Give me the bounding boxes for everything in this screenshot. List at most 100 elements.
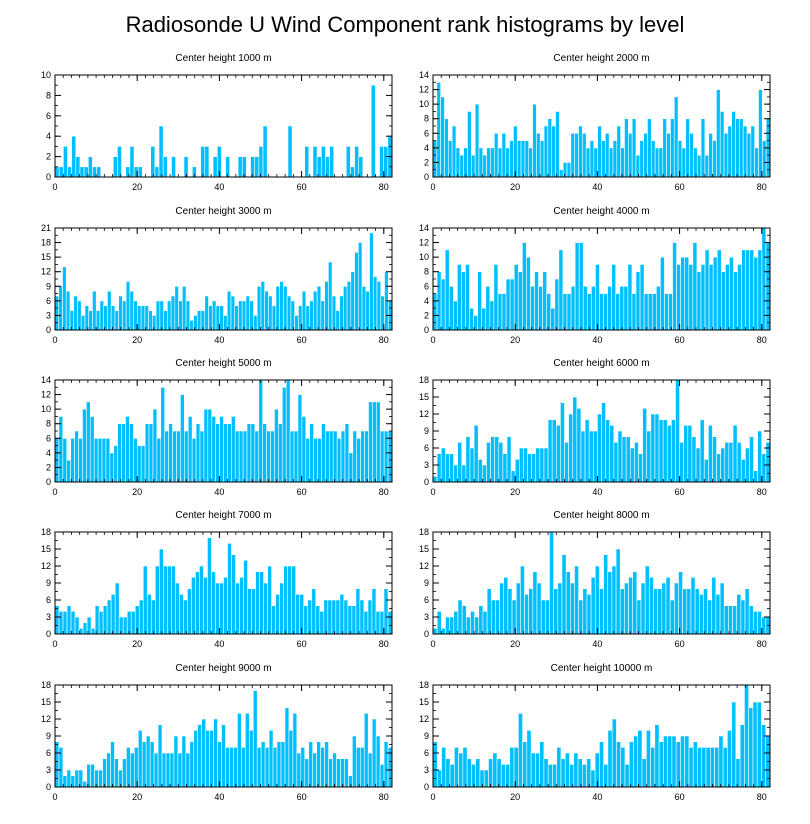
histogram-bar [615, 293, 621, 331]
histogram-bar [498, 442, 504, 483]
histogram-bar [605, 419, 611, 483]
histogram-bar [444, 118, 449, 178]
histogram-bar [229, 747, 234, 788]
histogram-bar [570, 285, 576, 331]
histogram-bar [340, 430, 346, 483]
histogram-bar [432, 628, 438, 635]
histogram-bar [286, 295, 292, 331]
histogram-bar [225, 156, 231, 178]
histogram-bar [757, 430, 763, 483]
x-tick-label: 80 [757, 182, 767, 192]
histogram-bar [574, 132, 579, 178]
histogram-bar [375, 735, 381, 788]
y-tick-label: 4 [46, 448, 51, 458]
histogram-bar [683, 425, 689, 483]
histogram-bar [309, 423, 314, 483]
histogram-bar [258, 146, 264, 178]
histogram-bar [555, 111, 560, 178]
y-tick-label: 10 [41, 404, 51, 414]
histogram-bar [578, 125, 583, 178]
histogram-bar [201, 718, 206, 788]
histogram-bar [82, 781, 88, 788]
histogram-bar [712, 140, 717, 178]
histogram-bar [272, 747, 278, 788]
histogram-bar [505, 147, 510, 178]
x-tick-label: 60 [297, 487, 307, 497]
histogram-bar [513, 264, 519, 331]
histogram-bar [483, 769, 489, 788]
histogram-bar [156, 437, 162, 483]
histogram-bar [106, 599, 112, 635]
histogram-bar [79, 166, 85, 178]
histogram-bar [112, 156, 118, 178]
histogram-bar [650, 413, 656, 483]
histogram-bar [260, 741, 266, 788]
histogram-bar [184, 430, 189, 483]
histogram-bar [500, 764, 506, 788]
x-tick-label: 20 [510, 792, 520, 802]
histogram-bar [267, 565, 272, 635]
histogram-bar [748, 605, 754, 635]
histogram-bar [549, 531, 554, 635]
histogram-bar [539, 741, 545, 788]
panel-10: Center height 10000 m 0 20 40 60 80 0 3 6 9 12 15 18 [419, 663, 771, 802]
histogram-bar [276, 741, 282, 788]
histogram-bar [449, 453, 454, 483]
y-tick-label: 6 [424, 128, 429, 138]
histogram-bar [493, 132, 499, 178]
histogram-bar [449, 764, 455, 788]
histogram-bar [680, 735, 685, 788]
histogram-bar [262, 125, 268, 178]
histogram-bar [129, 290, 134, 331]
histogram-bar [331, 599, 337, 635]
histogram-bar [254, 156, 260, 178]
y-tick-label: 18 [419, 680, 429, 690]
histogram-bar [270, 430, 275, 483]
histogram-bar [336, 758, 341, 788]
y-tick-label: 10 [419, 99, 429, 109]
histogram-bar [621, 436, 627, 483]
histogram-bar [58, 416, 64, 483]
histogram-bar [117, 146, 122, 178]
histogram-bar [432, 293, 438, 331]
histogram-bar [101, 437, 107, 483]
histogram-bar [163, 310, 168, 331]
histogram-bar [731, 111, 736, 178]
histogram-bar [510, 470, 516, 483]
histogram-bar [215, 423, 220, 483]
y-tick-label: 12 [419, 238, 429, 248]
histogram-bar [629, 447, 635, 483]
histogram-bar [608, 147, 614, 178]
histogram-bar [462, 747, 468, 788]
histogram-bar [465, 264, 470, 331]
histogram-bar [550, 307, 556, 331]
histogram-bar [82, 622, 88, 635]
histogram-bar [305, 305, 310, 331]
histogram-bar [565, 571, 571, 635]
y-tick-label: 0 [424, 629, 429, 639]
x-tick-label: 80 [757, 487, 767, 497]
x-tick-label: 60 [297, 792, 307, 802]
histogram-bar [175, 582, 180, 635]
histogram-bar [358, 156, 364, 178]
histogram-bar [461, 464, 467, 483]
x-tick-label: 20 [510, 487, 520, 497]
panel-title: Center height 5000 m [175, 358, 271, 369]
histogram-bar [346, 281, 352, 331]
histogram-bar [129, 423, 134, 483]
histogram-bar [676, 264, 681, 331]
histogram-bar [122, 616, 128, 635]
y-tick-label: 18 [41, 238, 51, 248]
histogram-bar [98, 769, 103, 788]
histogram-bar [719, 582, 725, 635]
x-tick-label: 20 [132, 639, 142, 649]
histogram-bar [658, 419, 664, 483]
histogram-bar [317, 437, 322, 483]
histogram-bar [66, 769, 72, 788]
histogram-bar [323, 599, 329, 635]
histogram-bar [635, 271, 641, 331]
y-tick-label: 6 [424, 595, 429, 605]
histogram-bar [486, 442, 491, 483]
histogram-bar [110, 741, 115, 788]
y-tick-label: 12 [419, 85, 429, 95]
